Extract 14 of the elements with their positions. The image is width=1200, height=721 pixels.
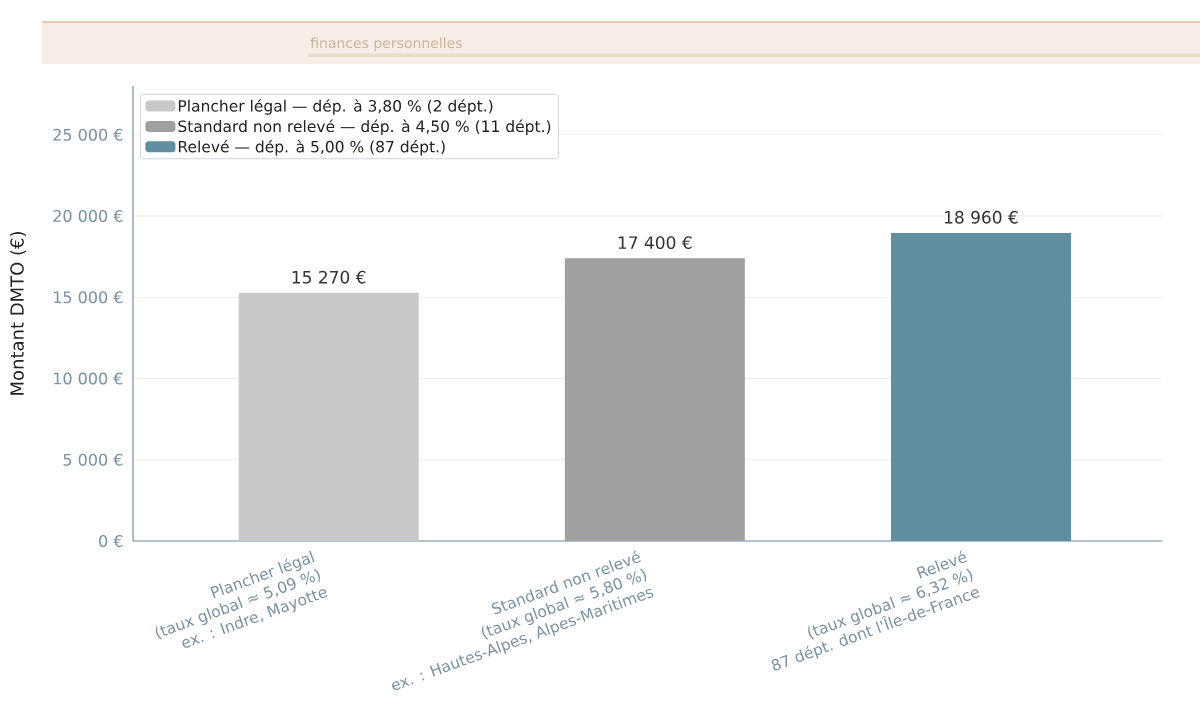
text: finances personnelles bbox=[310, 37, 462, 51]
legend-label: Standard non relevé — dép. à 4,50 % (11 dépt.) bbox=[178, 119, 551, 136]
legend-label: Relevé — dép. à 5,00 % (87 dépt.) bbox=[178, 139, 445, 156]
legend-label: Plancher légal — dép. à 3,80 % (2 dépt.) bbox=[178, 99, 493, 115]
data-label: 18 960 € bbox=[944, 210, 1018, 224]
y-tick-label: 25 000 € bbox=[53, 128, 123, 141]
data-label: 15 270 € bbox=[292, 270, 366, 284]
y-tick-label: 5 000 € bbox=[63, 453, 123, 466]
y-axis-title: Montant DMTO (€) bbox=[9, 232, 26, 395]
y-tick-label: 10 000 € bbox=[53, 372, 123, 385]
y-tick-label: 15 000 € bbox=[53, 291, 123, 304]
y-tick-label: 0 € bbox=[99, 534, 123, 548]
y-tick-label: 20 000 € bbox=[53, 209, 123, 223]
data-label: 17 400 € bbox=[618, 236, 692, 250]
